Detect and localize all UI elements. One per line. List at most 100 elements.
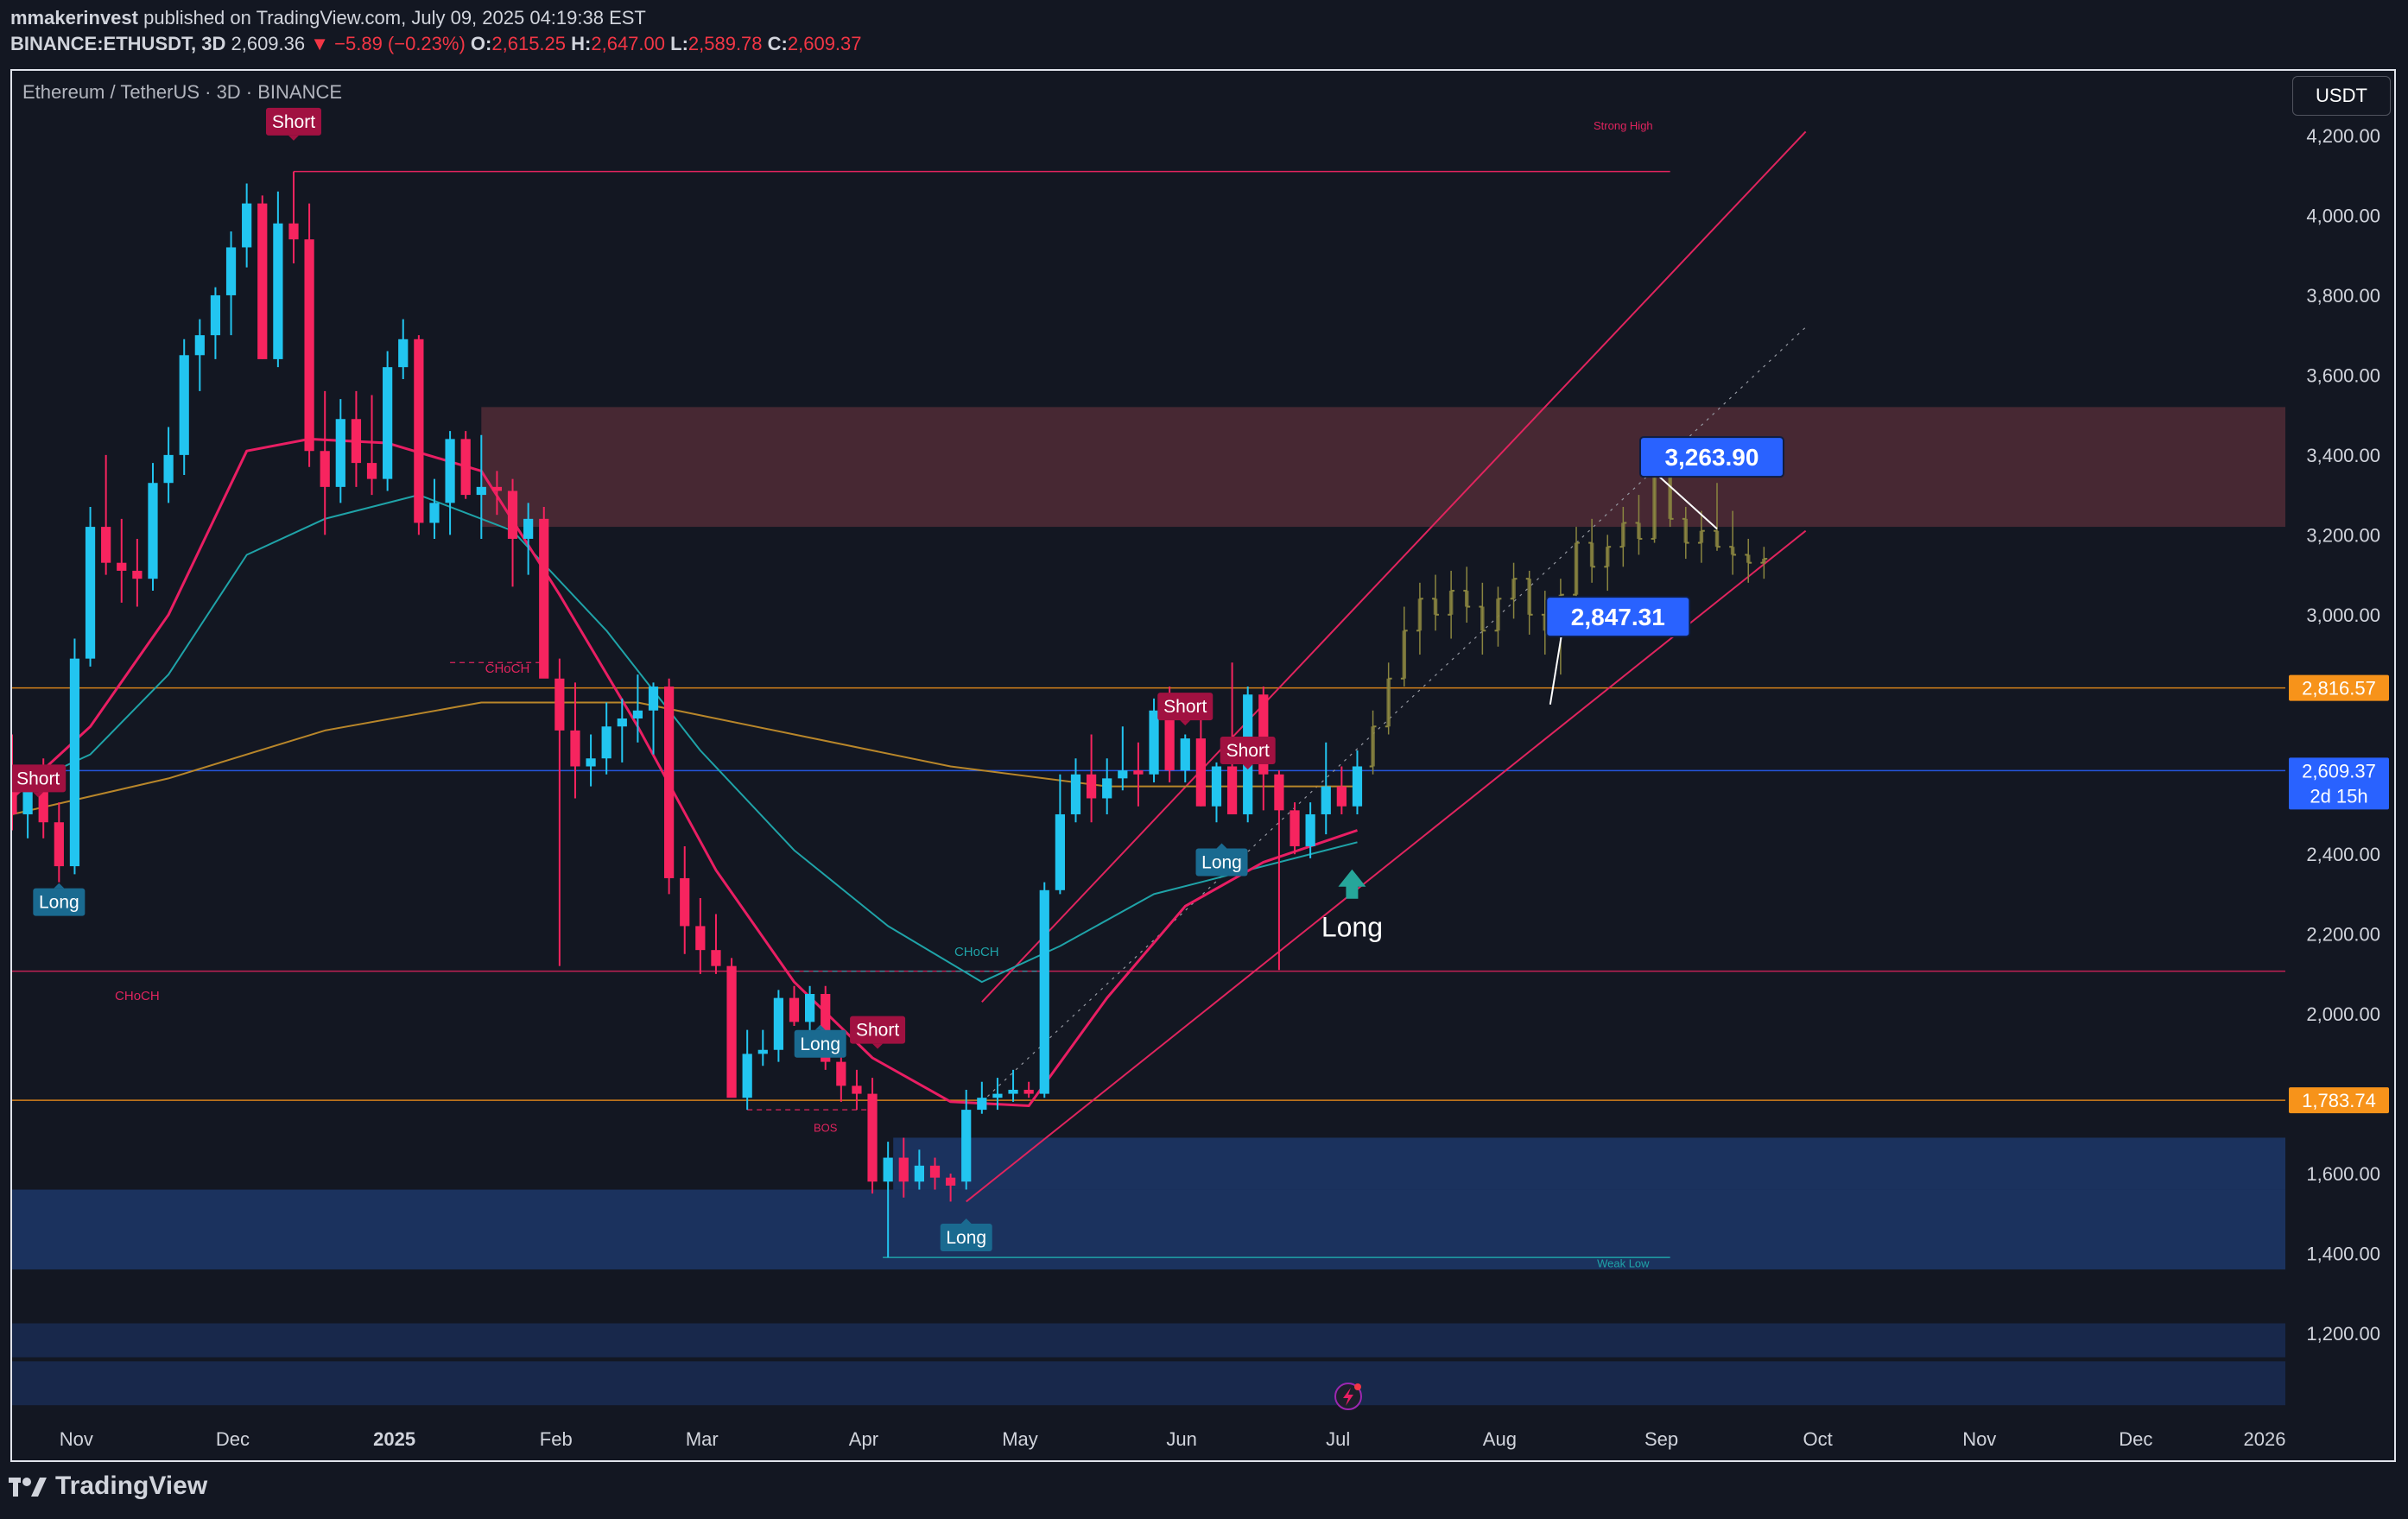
candle-body <box>1149 710 1159 775</box>
candle <box>757 1029 768 1066</box>
candle <box>1274 770 1284 971</box>
signal-box <box>33 888 86 916</box>
tradingview-logo[interactable]: TradingView <box>9 1472 207 1501</box>
candle-body <box>554 678 565 731</box>
candle-body <box>491 486 503 491</box>
time-tick-label: Apr <box>849 1428 878 1450</box>
projection-body <box>1637 522 1641 539</box>
time-tick-label: 2026 <box>2244 1428 2286 1450</box>
structure-label: Weak Low <box>1597 1257 1650 1270</box>
candle <box>383 351 393 491</box>
candle-body <box>711 950 721 966</box>
projection-body <box>1589 542 1594 567</box>
structure-label: CHoCH <box>485 661 530 676</box>
time-tick-label: 2025 <box>373 1428 415 1450</box>
long-annotation-text: Long <box>1321 912 1383 943</box>
candle-body <box>539 518 549 679</box>
chart-frame <box>10 69 2396 1462</box>
low-label: L: <box>670 33 688 54</box>
signal-text: Long <box>1201 852 1242 872</box>
flash-bolt <box>1343 1388 1353 1406</box>
candle <box>898 1137 909 1198</box>
currency-selector[interactable]: USDT <box>2292 76 2391 116</box>
channel-lower-line <box>966 529 1807 1203</box>
candle-body <box>117 562 127 571</box>
author-name[interactable]: mmakerinvest <box>10 7 138 28</box>
price-callout: 3,263.90 <box>1638 436 1784 530</box>
candle-body <box>194 335 205 356</box>
long-signal: Long <box>1195 843 1248 877</box>
candle-body <box>38 790 48 823</box>
signal-box <box>12 764 67 793</box>
publish-line: mmakerinvest published on TradingView.co… <box>10 5 862 31</box>
signal-box <box>265 107 321 136</box>
signal-text: Short <box>16 769 60 788</box>
zone-support-low-4 <box>12 1361 2285 1406</box>
projection-candle <box>1682 506 1689 560</box>
projection-body <box>1605 547 1610 567</box>
brand-name: TradingView <box>55 1472 208 1500</box>
candle-body <box>476 486 486 496</box>
candle-body <box>601 726 612 759</box>
time-tick-label: Jul <box>1326 1428 1350 1450</box>
candle <box>54 802 64 883</box>
candle <box>257 195 268 359</box>
projection-body <box>1386 678 1391 727</box>
candle <box>1305 802 1315 858</box>
signal-text: Long <box>39 893 79 913</box>
projection-candle <box>1385 662 1392 735</box>
price-change: ▼ −5.89 (−0.23%) <box>310 33 466 54</box>
long-signal: Long <box>940 1218 992 1252</box>
zone-support-1 <box>12 1189 2285 1270</box>
high-value: 2,647.00 <box>591 33 665 54</box>
projection-candle <box>1525 570 1533 635</box>
candle <box>414 335 424 535</box>
candle-body <box>883 1157 893 1182</box>
tradingview-icon <box>9 1478 47 1497</box>
price-tick-label: 1,400.00 <box>2306 1244 2380 1265</box>
candle <box>210 287 221 359</box>
candle <box>1070 758 1081 823</box>
callout-box <box>1638 436 1784 478</box>
candle <box>523 503 534 575</box>
projection-candle <box>1510 562 1518 619</box>
candle-body <box>69 658 80 867</box>
price-tick-label: 3,200.00 <box>2306 524 2380 546</box>
candle-body <box>1290 810 1300 846</box>
candle-body <box>1118 770 1128 779</box>
candle <box>163 427 174 503</box>
candle <box>1118 726 1128 791</box>
candle-body <box>163 454 174 484</box>
candle-body <box>805 994 815 1022</box>
candle <box>1352 750 1363 814</box>
candle-body <box>945 1177 956 1186</box>
price-tick-label: 1,600.00 <box>2306 1163 2380 1185</box>
candle-body <box>867 1093 878 1182</box>
candle <box>1102 758 1112 814</box>
candle <box>1321 742 1331 835</box>
candle-body <box>257 203 268 359</box>
candle <box>194 319 205 391</box>
candle <box>398 319 409 380</box>
candle-body <box>1336 786 1347 807</box>
candle <box>1055 774 1065 895</box>
long-annotation: Long <box>1321 869 1383 943</box>
candle <box>148 463 158 592</box>
time-tick-label: Oct <box>1803 1428 1833 1450</box>
candle <box>351 390 362 487</box>
candle-body <box>351 419 362 464</box>
price-tick-label: 1,200.00 <box>2306 1323 2380 1345</box>
plot-area: Strong High Weak Low CHoCH CHoCH CHoCH BOS Sho… <box>12 107 2285 1406</box>
time-tick-label: Jun <box>1166 1428 1196 1450</box>
candle-body <box>54 822 64 867</box>
close-label: C: <box>767 33 788 54</box>
candle-body <box>742 1054 752 1098</box>
candle-body <box>383 367 393 479</box>
short-signal: Short <box>265 107 321 141</box>
candle-body <box>1023 1089 1034 1094</box>
price-tick-label: 4,000.00 <box>2306 205 2380 226</box>
projection-body <box>1714 530 1720 547</box>
candle-body <box>726 965 737 1098</box>
time-tick-label: Nov <box>60 1428 93 1450</box>
